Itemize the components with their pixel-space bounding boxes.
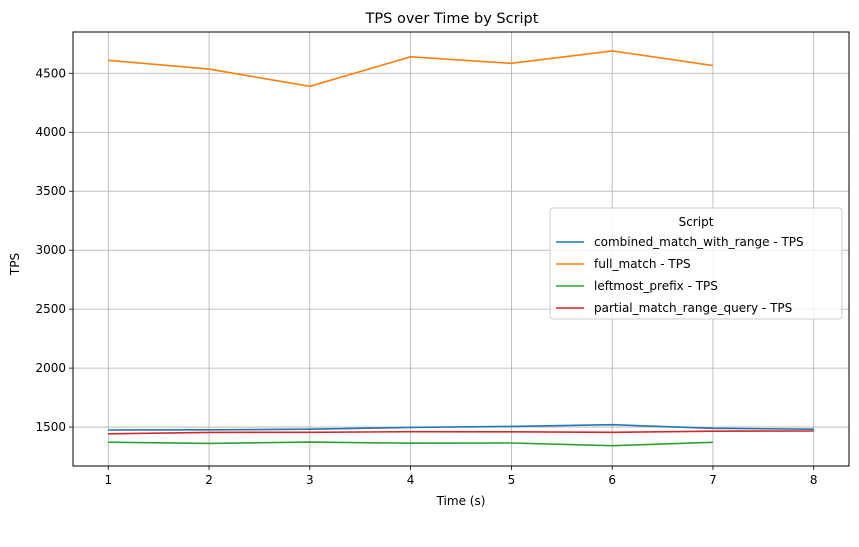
legend-label-1: full_match - TPS [594,257,691,271]
legend-label-2: leftmost_prefix - TPS [594,279,718,293]
x-tick-label: 6 [608,473,616,487]
x-tick-label: 3 [306,473,314,487]
y-tick-label: 3000 [35,243,66,257]
y-tick-label: 2000 [35,361,66,375]
x-tick-label: 7 [709,473,717,487]
x-tick-label: 2 [205,473,213,487]
plot-area-frame [72,31,850,467]
legend-box [549,207,843,320]
y-tick-label: 2500 [35,302,66,316]
y-tick-label: 4500 [35,66,66,80]
series-line-2 [108,441,713,447]
series-line-0 [108,423,814,431]
legend-label-0: combined_match_with_range - TPS [594,235,804,249]
x-tick-label: 4 [407,473,415,487]
legend-label-3: partial_match_range_query - TPS [594,301,792,315]
y-tick-label: 1500 [35,420,66,434]
series-layer [108,50,814,447]
legend: Script combined_match_with_range - TPS fu… [549,207,843,320]
axis-ticks: 1 2 3 4 5 6 7 8 1500 2000 2500 3000 3500 4000 4500 [35,66,817,487]
x-axis-label: Time (s) [436,494,486,508]
x-tick-label: 1 [104,473,112,487]
series-line-1 [108,50,714,88]
y-tick-label: 4000 [35,125,66,139]
y-tick-label: 3500 [35,184,66,198]
x-tick-label: 8 [810,473,818,487]
x-tick-label: 5 [508,473,516,487]
series-line-3 [108,430,814,435]
legend-title: Script [679,215,714,229]
chart-title: TPS over Time by Script [365,11,539,27]
y-axis-label: TPS [8,253,22,276]
